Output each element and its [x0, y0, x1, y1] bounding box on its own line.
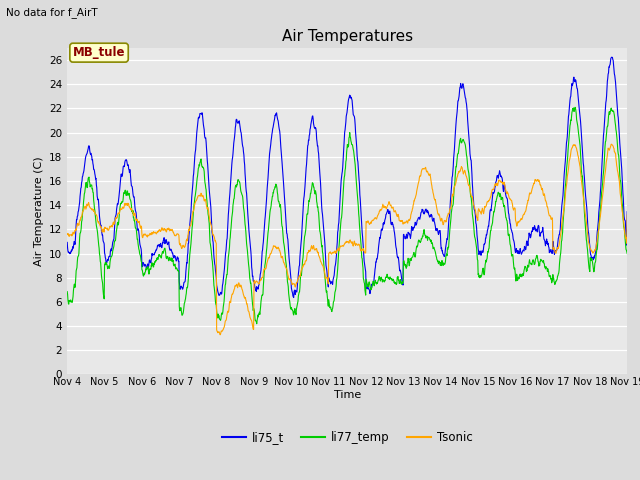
li77_temp — [572, 104, 579, 110]
Text: MB_tule: MB_tule — [73, 46, 125, 59]
Line: li75_t: li75_t — [67, 57, 627, 298]
Tsonic — [623, 212, 631, 218]
Text: No data for f_AirT: No data for f_AirT — [6, 7, 98, 18]
Tsonic — [63, 231, 71, 237]
li77_temp — [250, 308, 258, 314]
Tsonic — [174, 231, 182, 237]
li77_temp — [435, 261, 442, 266]
X-axis label: Time: Time — [333, 390, 361, 400]
li77_temp — [63, 289, 71, 295]
Tsonic — [188, 218, 196, 224]
li75_t — [623, 209, 631, 215]
li77_temp — [174, 268, 182, 274]
Tsonic — [557, 229, 565, 235]
li75_t — [508, 228, 515, 233]
Y-axis label: Air Temperature (C): Air Temperature (C) — [33, 156, 44, 266]
Tsonic — [607, 141, 615, 147]
li75_t — [290, 295, 298, 300]
Tsonic — [435, 212, 442, 218]
Title: Air Temperatures: Air Temperatures — [282, 29, 413, 44]
li77_temp — [623, 251, 631, 256]
Line: li77_temp: li77_temp — [67, 107, 627, 324]
li75_t — [557, 214, 565, 219]
Tsonic — [216, 332, 224, 338]
li77_temp — [188, 230, 196, 236]
li77_temp — [508, 253, 515, 259]
li77_temp — [557, 246, 565, 252]
Tsonic — [508, 197, 515, 203]
Legend: li75_t, li77_temp, Tsonic: li75_t, li77_temp, Tsonic — [217, 426, 477, 448]
li75_t — [435, 231, 442, 237]
Line: Tsonic: Tsonic — [67, 144, 627, 335]
li75_t — [608, 54, 616, 60]
li75_t — [250, 280, 258, 286]
li75_t — [63, 240, 71, 245]
li77_temp — [253, 321, 260, 326]
li75_t — [174, 255, 182, 261]
li75_t — [188, 194, 196, 200]
Tsonic — [251, 279, 259, 285]
